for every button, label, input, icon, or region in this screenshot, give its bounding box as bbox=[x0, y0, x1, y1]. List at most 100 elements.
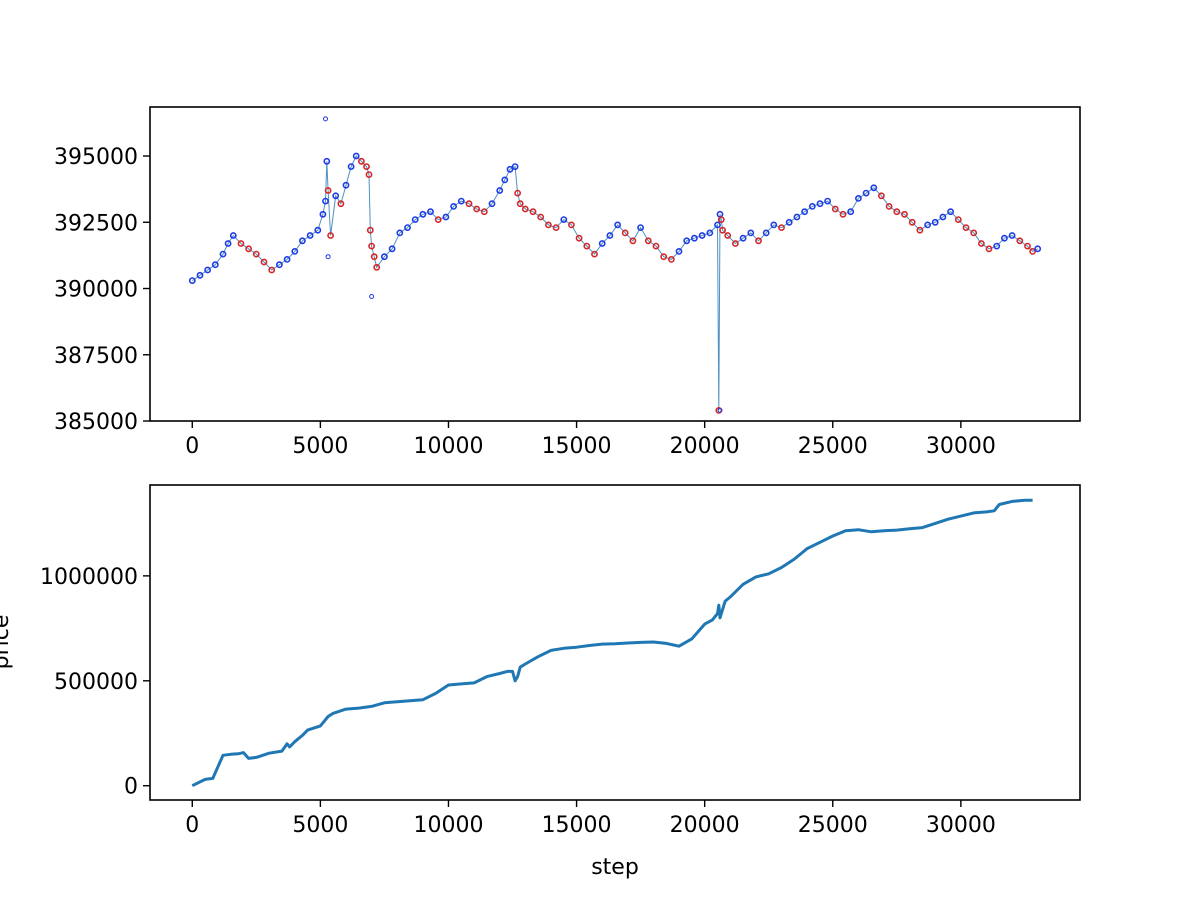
x-tick-label: 5000 bbox=[292, 813, 348, 838]
trade-point bbox=[614, 221, 621, 229]
bottom-plot-frame bbox=[149, 484, 1081, 801]
trade-point bbox=[298, 237, 306, 245]
bottom-plot-marks bbox=[191, 498, 1033, 788]
trade-point bbox=[831, 205, 839, 213]
trade-point bbox=[260, 258, 268, 266]
x-tick-label: 25000 bbox=[798, 434, 868, 459]
x-tick-label: 0 bbox=[185, 434, 199, 459]
trade-point bbox=[724, 232, 732, 239]
trade-point bbox=[568, 221, 575, 229]
cumulative-line bbox=[191, 498, 1033, 788]
trade-point bbox=[706, 229, 714, 237]
outlier-point bbox=[325, 254, 331, 260]
trade-point bbox=[366, 226, 374, 234]
trade-point bbox=[545, 221, 552, 229]
x-tick-label: 25000 bbox=[798, 813, 868, 838]
trade-point bbox=[985, 245, 993, 253]
trade-point bbox=[488, 200, 496, 208]
x-tick-label: 30000 bbox=[926, 813, 996, 838]
trade-point bbox=[717, 216, 725, 223]
trade-point bbox=[598, 240, 606, 247]
trade-point bbox=[337, 200, 345, 208]
x-tick-label: 0 bbox=[185, 813, 199, 838]
trade-point bbox=[675, 247, 683, 255]
trade-point bbox=[691, 234, 698, 242]
trade-point bbox=[529, 208, 537, 216]
trade-point bbox=[916, 226, 924, 234]
trade-point bbox=[954, 216, 962, 223]
trade-point bbox=[801, 208, 808, 216]
trade-point bbox=[465, 200, 473, 208]
trade-point bbox=[947, 208, 954, 216]
trade-point bbox=[931, 218, 939, 226]
trade-point bbox=[219, 250, 227, 258]
x-tick-label: 20000 bbox=[670, 434, 740, 459]
trade-point bbox=[629, 237, 637, 245]
top-plot-frame bbox=[149, 106, 1081, 422]
trade-point bbox=[404, 224, 411, 231]
trade-point bbox=[511, 163, 519, 170]
trade-point bbox=[1016, 237, 1024, 245]
y-tick-label: 390000 bbox=[54, 278, 138, 303]
trade-point bbox=[1001, 234, 1008, 242]
trade-point bbox=[188, 277, 196, 284]
trade-point bbox=[732, 240, 739, 247]
trade-point bbox=[715, 406, 723, 414]
outlier-point bbox=[323, 116, 328, 122]
trade-point bbox=[552, 224, 560, 231]
trade-point bbox=[1034, 245, 1042, 253]
outlier-point bbox=[717, 407, 723, 413]
price-line bbox=[192, 155, 1038, 411]
trade-point bbox=[396, 229, 404, 237]
trade-point bbox=[496, 187, 504, 194]
trade-point bbox=[442, 213, 450, 221]
trade-point bbox=[908, 218, 916, 226]
trade-point bbox=[480, 208, 488, 216]
trade-point bbox=[275, 261, 283, 269]
trade-point bbox=[516, 200, 524, 208]
trade-point bbox=[327, 232, 334, 239]
trade-point bbox=[252, 250, 260, 258]
trade-point bbox=[419, 210, 427, 218]
trade-point bbox=[978, 240, 985, 247]
trade-point bbox=[365, 171, 373, 178]
trade-point bbox=[388, 245, 396, 253]
trade-point bbox=[322, 197, 329, 205]
trade-point bbox=[644, 237, 652, 245]
top-plot-marks bbox=[188, 116, 1042, 414]
trade-point bbox=[591, 250, 598, 258]
bottom-y-axis: 0 500000 1000000 bbox=[40, 565, 150, 800]
trade-point bbox=[924, 221, 931, 229]
x-tick-label: 15000 bbox=[542, 813, 612, 838]
top-y-axis: 385000 387500 390000 392500 395000 bbox=[54, 145, 150, 435]
trade-point bbox=[808, 202, 816, 210]
trade-point bbox=[1029, 247, 1036, 255]
trade-point bbox=[962, 224, 970, 231]
trade-point bbox=[770, 221, 778, 229]
outlier-point bbox=[369, 294, 375, 299]
trade-point bbox=[268, 266, 276, 274]
trade-point bbox=[621, 229, 629, 237]
y-tick-label: 395000 bbox=[54, 145, 138, 170]
trade-point bbox=[575, 234, 583, 242]
trade-point bbox=[583, 242, 591, 250]
y-tick-label: 500000 bbox=[54, 670, 138, 695]
trade-point bbox=[291, 247, 299, 255]
trade-point bbox=[660, 253, 668, 261]
trade-point bbox=[714, 221, 721, 229]
y-tick-label: 385000 bbox=[54, 410, 138, 435]
trade-point bbox=[719, 226, 726, 234]
trade-point bbox=[878, 192, 885, 200]
trade-point bbox=[506, 165, 514, 173]
trade-point bbox=[514, 189, 521, 197]
x-tick-label: 30000 bbox=[926, 434, 996, 459]
trade-point bbox=[245, 245, 252, 253]
y-tick-label: 0 bbox=[124, 775, 138, 800]
x-tick-label: 5000 bbox=[292, 434, 348, 459]
trade-point bbox=[537, 213, 545, 221]
trade-point bbox=[314, 226, 322, 234]
trade-point bbox=[434, 216, 442, 223]
x-tick-label: 10000 bbox=[413, 434, 483, 459]
